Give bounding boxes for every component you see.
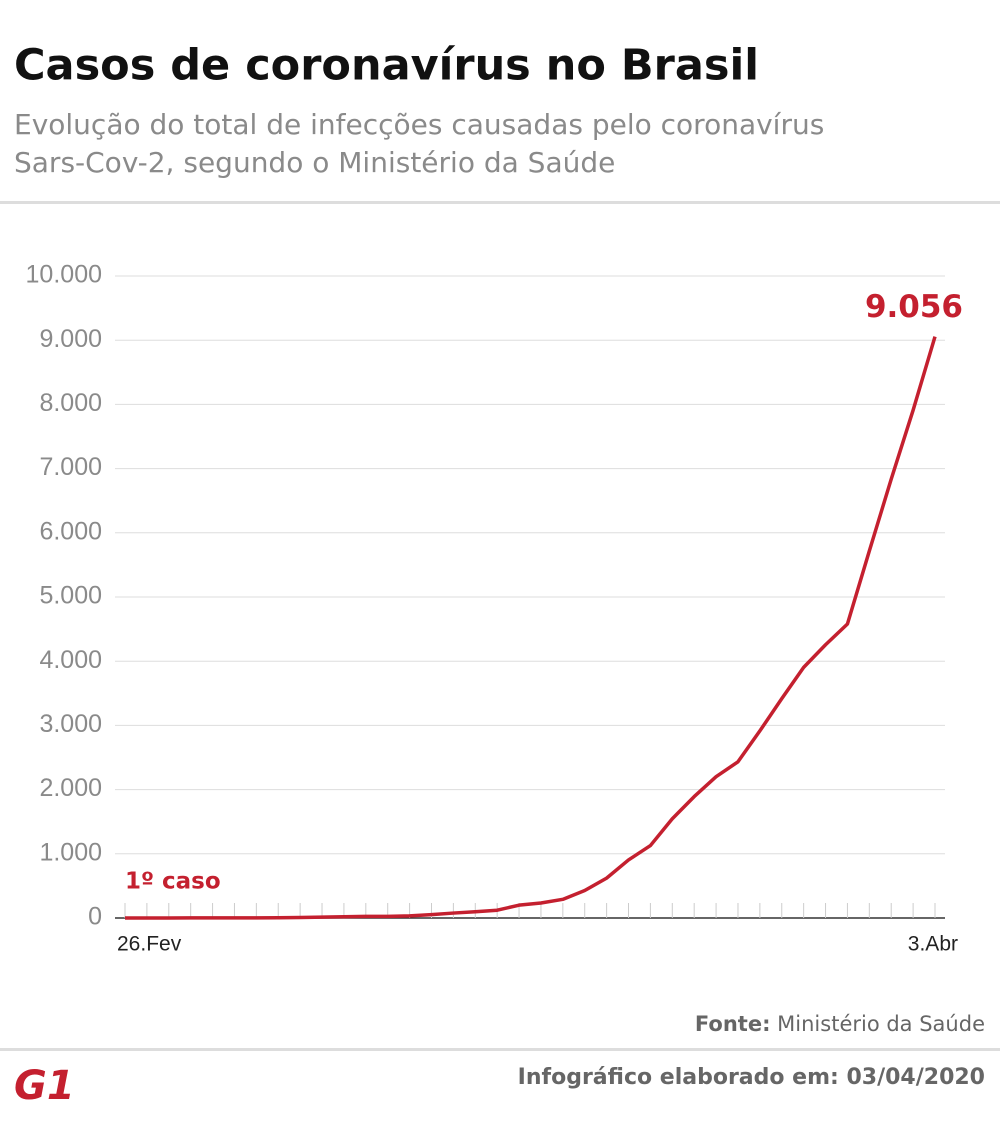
separator [0,201,1000,204]
subtitle: Sars-Cov-2, segundo o Ministério da Saúd… [14,146,615,179]
y-tick-label: 3.000 [39,710,102,738]
subtitle: Evolução do total de infecções causadas … [14,108,824,141]
source-label: Fonte: [695,1012,771,1036]
separator [0,1048,1000,1051]
x-tick-label: 26.Fev [117,933,182,956]
y-tick-label: 6.000 [39,517,102,545]
y-tick-label: 5.000 [39,582,102,610]
y-tick-label: 9.000 [39,325,102,353]
line [125,336,937,920]
y-tick-label: 10.000 [26,261,102,289]
source: Fonte: Ministério da Saúde [695,1012,985,1036]
source-text: Ministério da Saúde [777,1012,985,1036]
y-tick-label: 4.000 [39,646,102,674]
x-tick-label: 3.Abr [908,933,958,956]
chart-title: Casos de coronavírus no Brasil [14,41,759,91]
credit: Infográfico elaborado em: 03/04/2020 [518,1065,985,1090]
y-tick-label: 1.000 [39,838,102,866]
y-tick-label: 7.000 [39,453,102,481]
y-tick-label: 2.000 [39,774,102,802]
y-tick-label: 0 [88,903,102,931]
value-label: 9.056 [865,289,963,325]
y-tick-label: 8.000 [39,389,102,417]
logo: G1 [14,1063,75,1109]
annotation: 1º caso [125,869,221,895]
